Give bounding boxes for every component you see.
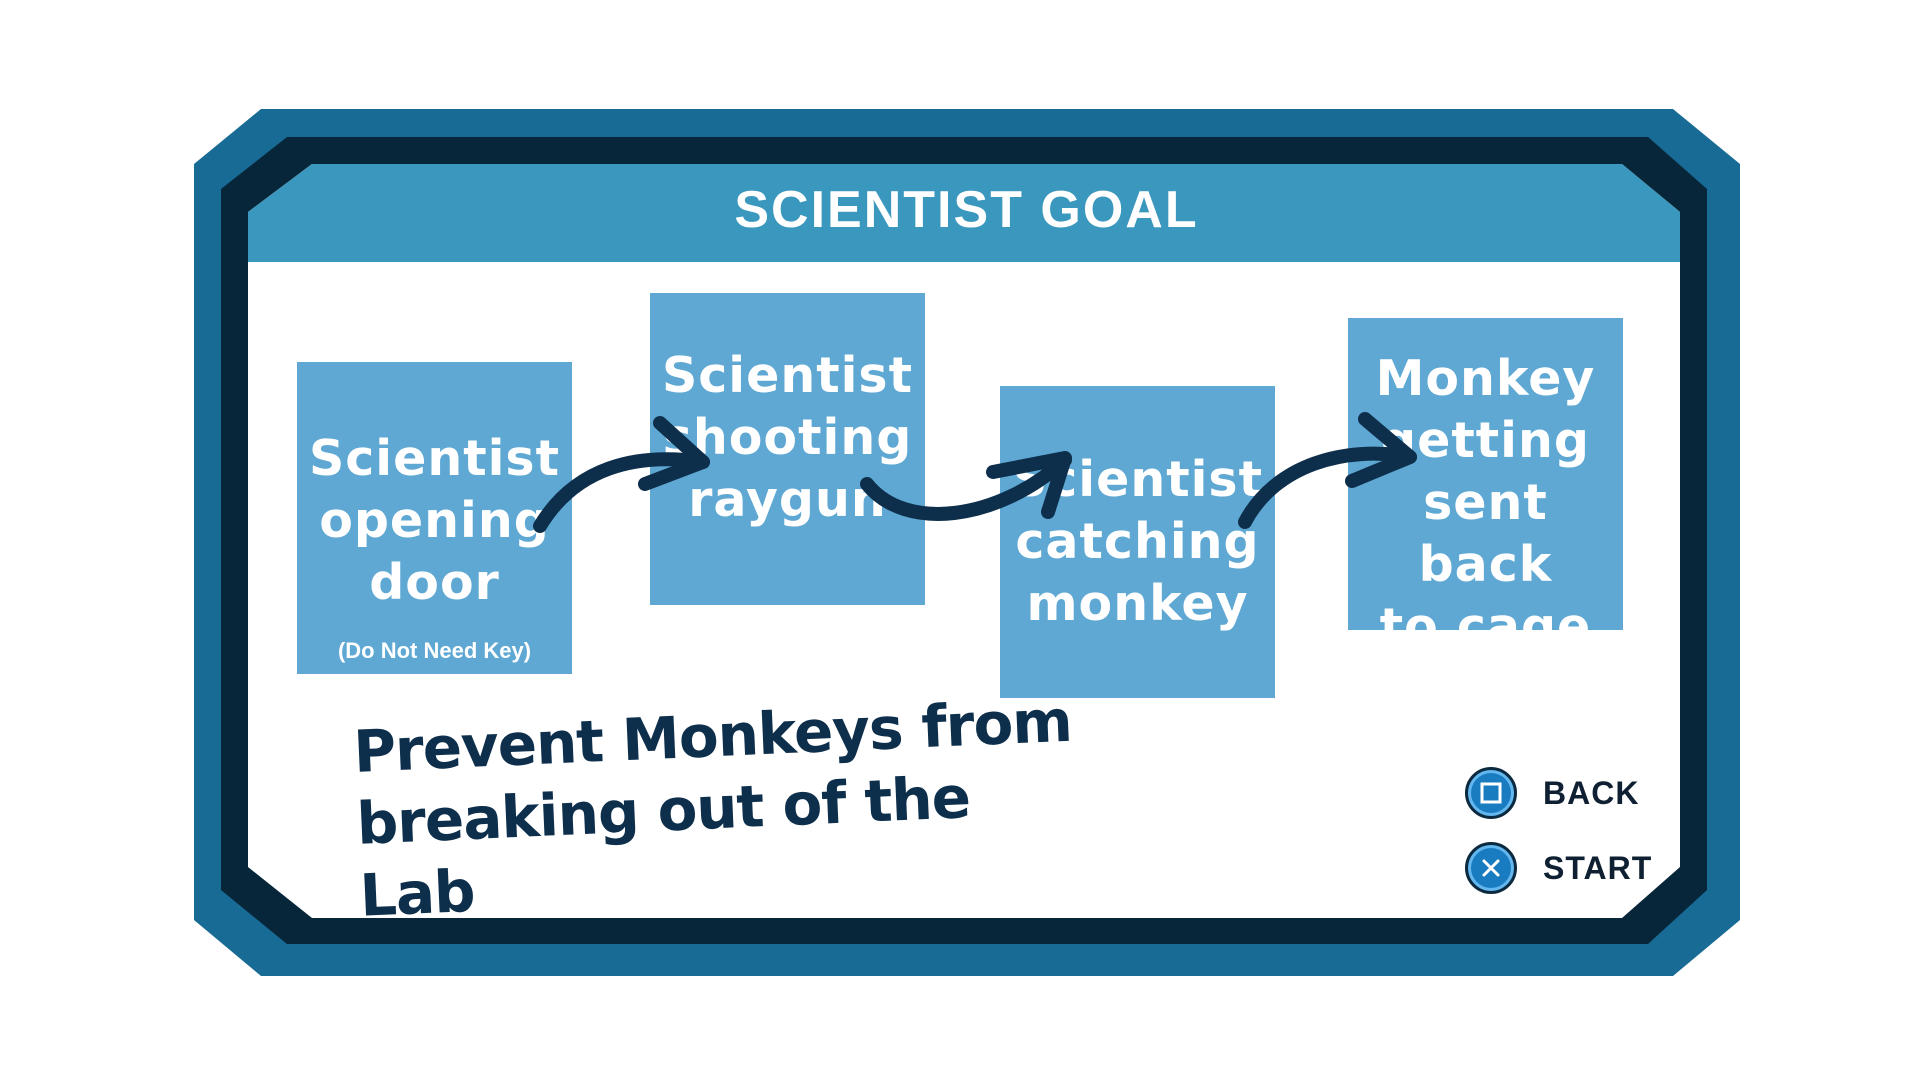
step-note: (Do Not Need Key)	[337, 638, 532, 663]
step-scientist-opening-door: Scientist opening door (Do Not Need Key)	[297, 362, 572, 674]
start-control[interactable]: START	[1465, 842, 1652, 894]
step-scientist-shooting-raygun: Scientist shooting raygun	[650, 293, 925, 605]
step-monkey-sent-back-to-cage: Monkey getting sent back to cage	[1348, 318, 1623, 655]
content-area	[248, 164, 1680, 918]
step-label: Scientist shooting raygun	[661, 347, 914, 528]
step-label: Monkey getting sent back to cage	[1375, 350, 1596, 655]
step-label: Scientist catching monkey	[1011, 451, 1264, 632]
start-label: START	[1543, 849, 1653, 886]
step-scientist-catching-monkey: Scientist catching monkey	[1000, 386, 1275, 698]
cross-button-icon[interactable]	[1465, 842, 1517, 894]
cross-glyph-icon	[1482, 859, 1500, 877]
square-glyph-icon	[1480, 782, 1502, 804]
back-label: BACK	[1543, 774, 1640, 811]
panel-title: SCIENTIST GOAL	[734, 181, 1199, 239]
square-button-icon[interactable]	[1465, 767, 1517, 819]
step-label: Scientist opening door	[308, 430, 561, 611]
title-bar	[248, 164, 1680, 262]
objective-text: Prevent Monkeys from breaking out of the…	[352, 685, 1081, 932]
back-control[interactable]: BACK	[1465, 767, 1639, 819]
